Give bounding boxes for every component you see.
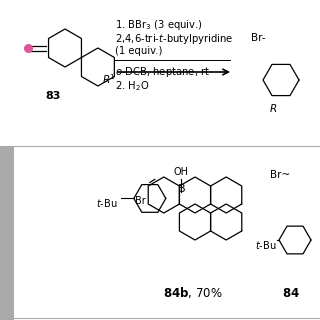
Text: R: R bbox=[270, 104, 277, 114]
Text: (1 equiv.): (1 equiv.) bbox=[115, 46, 162, 56]
Text: 2,4,6-tri-$t$-butylpyridine: 2,4,6-tri-$t$-butylpyridine bbox=[115, 32, 234, 46]
Text: Br: Br bbox=[135, 196, 146, 206]
Text: OH: OH bbox=[174, 167, 189, 177]
Text: $R^1$: $R^1$ bbox=[102, 72, 116, 86]
Text: B: B bbox=[178, 184, 185, 194]
Text: $o$-DCB, heptane, rt: $o$-DCB, heptane, rt bbox=[115, 65, 210, 79]
Text: $\mathbf{84}$: $\mathbf{84}$ bbox=[282, 287, 300, 300]
Text: $t$-Bu: $t$-Bu bbox=[96, 197, 118, 210]
Text: $t$-Bu: $t$-Bu bbox=[255, 239, 276, 251]
Text: 83: 83 bbox=[45, 91, 61, 101]
Text: Br-: Br- bbox=[251, 33, 266, 43]
Text: 2. H$_2$O: 2. H$_2$O bbox=[115, 79, 149, 93]
Bar bbox=[0, 146, 14, 320]
Text: Br~: Br~ bbox=[270, 170, 290, 180]
Text: $\mathbf{84b}$, 70%: $\mathbf{84b}$, 70% bbox=[163, 285, 223, 300]
Text: 1. BBr$_3$ (3 equiv.): 1. BBr$_3$ (3 equiv.) bbox=[115, 18, 203, 32]
